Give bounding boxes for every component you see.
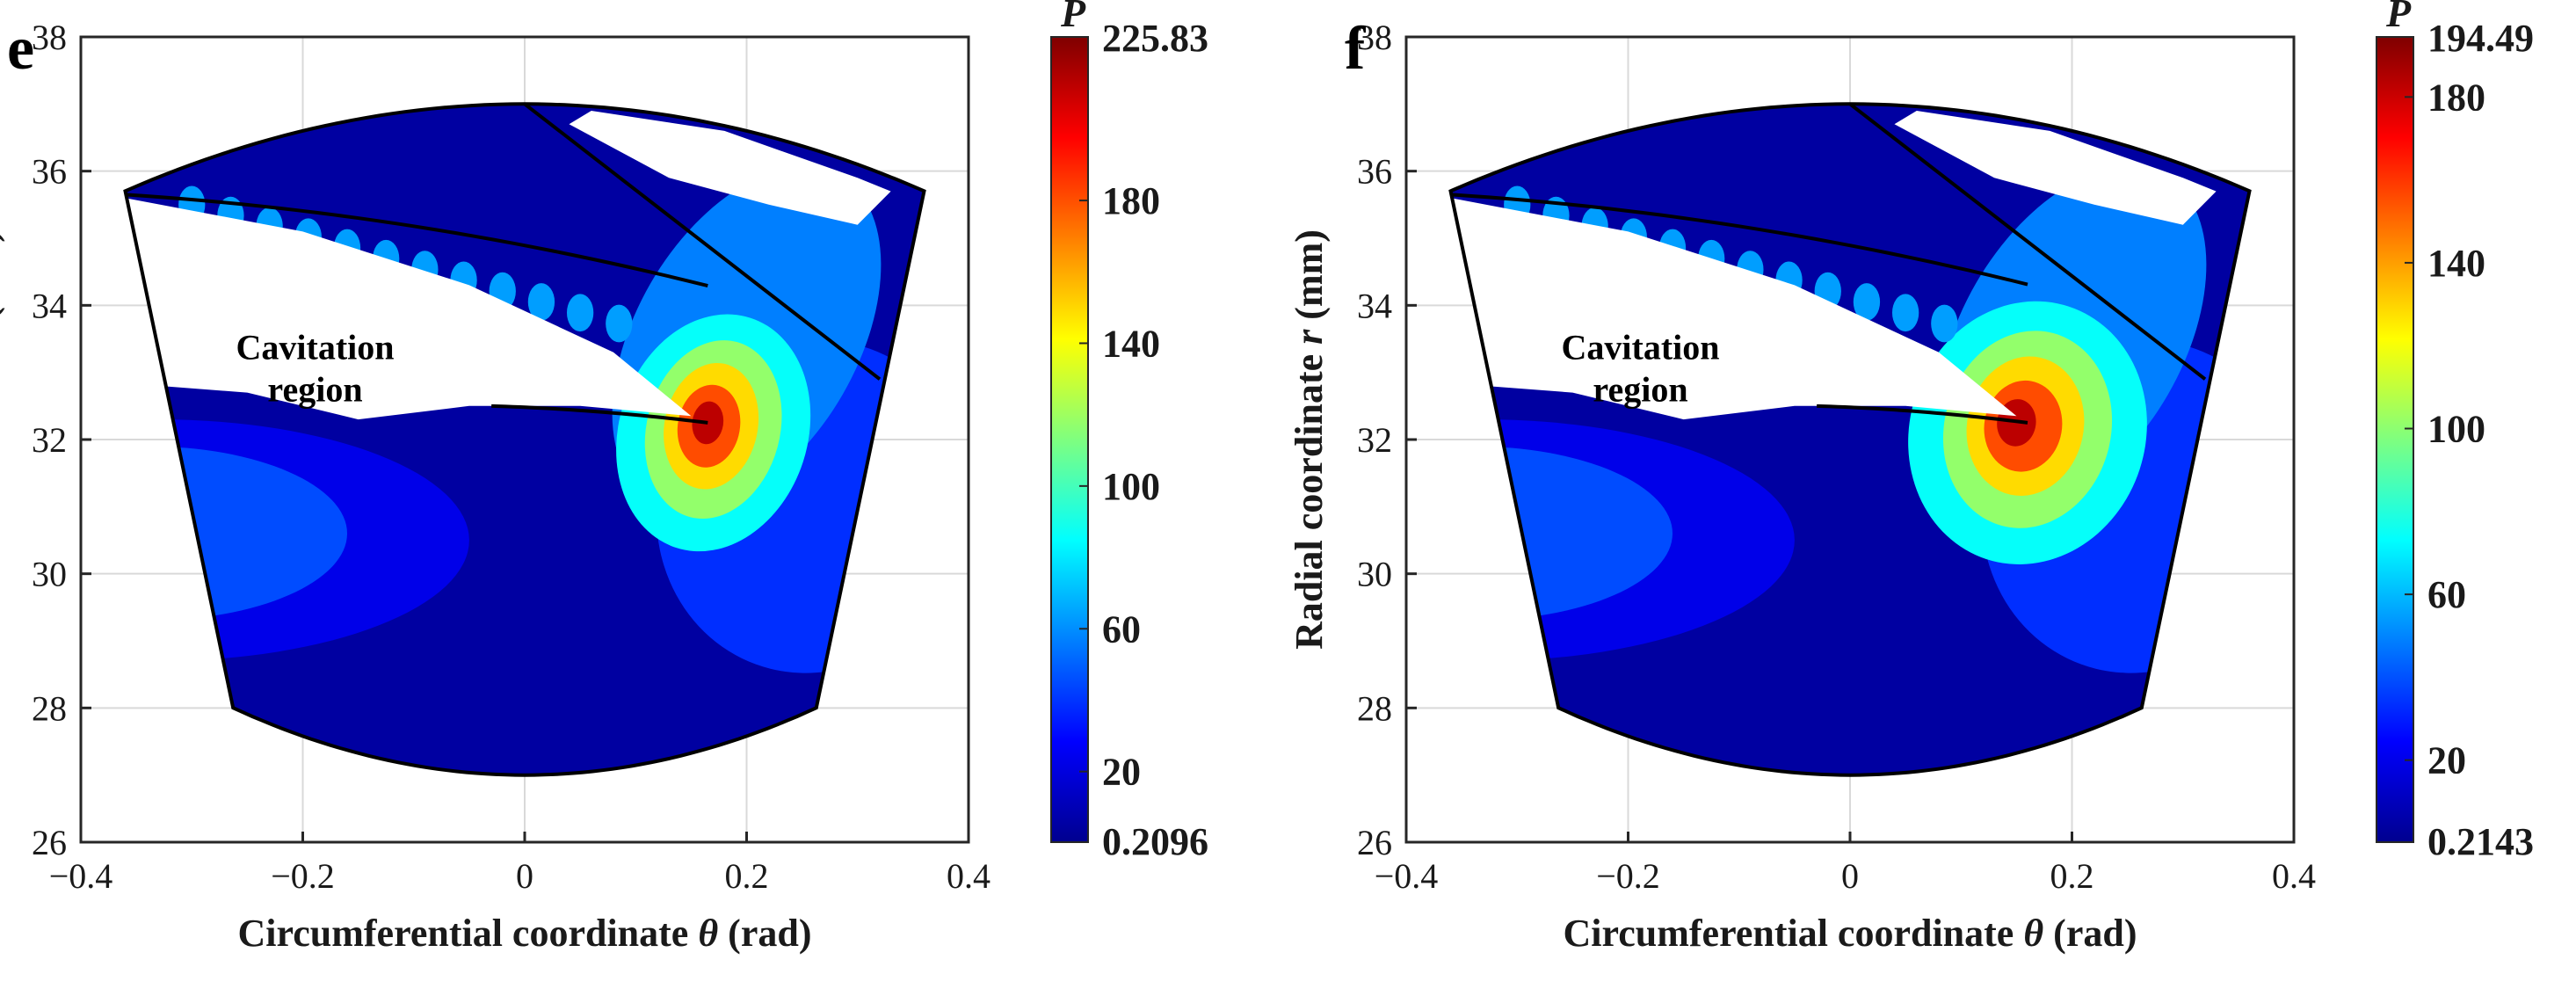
colorbar-tick-label: 60 bbox=[2427, 573, 2466, 616]
pressure-spot-9 bbox=[1853, 283, 1881, 321]
y-tick-label: 34 bbox=[32, 286, 67, 325]
panel-label: f bbox=[1345, 15, 1366, 83]
x-tick-label: −0.2 bbox=[1596, 856, 1660, 896]
y-axis-label-prefix: Radial coordinate bbox=[1288, 345, 1331, 650]
x-axis-label-suffix: (rad) bbox=[2043, 912, 2137, 955]
x-tick-label: 0.4 bbox=[2272, 856, 2316, 896]
x-axis-label-suffix: (rad) bbox=[718, 912, 811, 955]
x-tick-label: 0 bbox=[516, 856, 533, 896]
chart-panel-e: −0.4 −0.2 0 0.2 0.4 26 28 30 32 34 36 38 Circumferen… bbox=[0, 0, 1208, 955]
y-tick-label: 28 bbox=[32, 688, 67, 728]
pressure-band-1 bbox=[1450, 446, 1673, 622]
x-tick-label: 0.2 bbox=[725, 856, 769, 896]
y-axis-label-prefix: Radial coordinate bbox=[0, 345, 5, 650]
x-axis-label: Circumferential coordinate θ (rad) bbox=[238, 912, 812, 955]
y-axis-label: Radial coordinate r (mm) bbox=[0, 229, 5, 650]
annotation-line2: region bbox=[1593, 369, 1687, 409]
cavitation-region-upper bbox=[569, 111, 891, 225]
y-tick-label: 36 bbox=[1357, 152, 1392, 192]
colorbar-tick-label: 20 bbox=[1102, 751, 1141, 794]
x-axis-label-symbol: θ bbox=[2023, 912, 2043, 955]
y-tick-label: 26 bbox=[32, 823, 67, 862]
y-tick-label: 30 bbox=[32, 555, 67, 594]
chart-panel-f: −0.4 −0.2 0 0.2 0.4 26 28 30 32 34 36 38 Circumferen… bbox=[1288, 0, 2534, 955]
pressure-spot-11 bbox=[1931, 304, 1958, 343]
colorbar-tick-label: 20 bbox=[2427, 739, 2466, 782]
y-axis-label-symbol: r bbox=[1288, 329, 1331, 345]
y-tick-label: 32 bbox=[1357, 420, 1392, 460]
cavitation-region bbox=[1450, 198, 2017, 420]
blade-lower-curve bbox=[491, 403, 708, 425]
pressure-spot-9 bbox=[527, 283, 555, 321]
y-axis-label-suffix: (mm) bbox=[1288, 229, 1331, 330]
y-axis-label-symbol: r bbox=[0, 329, 5, 345]
y-tick-label: 38 bbox=[1357, 18, 1392, 57]
panel-label: e bbox=[7, 15, 34, 83]
x-tick-label: −0.2 bbox=[271, 856, 335, 896]
pressure-field bbox=[1450, 104, 2250, 775]
colorbar-title: P bbox=[1060, 0, 1086, 35]
blade-outer-edge bbox=[523, 102, 882, 381]
colorbar-min-label: 0.2096 bbox=[1102, 820, 1208, 863]
x-tick-label: −0.4 bbox=[1375, 856, 1439, 896]
y-tick-label: 34 bbox=[1357, 286, 1392, 325]
colorbar-tick-label: 140 bbox=[2427, 242, 2485, 285]
annotation-line1: Cavitation bbox=[236, 327, 395, 367]
x-tick-label: 0.4 bbox=[947, 856, 990, 896]
domain-outline bbox=[1448, 102, 2252, 777]
x-tick-label: −0.4 bbox=[49, 856, 113, 896]
colorbar-title: P bbox=[2385, 0, 2412, 35]
annotation-line2: region bbox=[267, 369, 362, 409]
cavitation-region-upper bbox=[1894, 111, 2217, 225]
x-tick-label: 0 bbox=[1841, 856, 1859, 896]
x-axis-label: Circumferential coordinate θ (rad) bbox=[1564, 912, 2137, 955]
colorbar-max-label: 194.49 bbox=[2427, 17, 2534, 60]
colorbar-max-label: 225.83 bbox=[1102, 17, 1208, 60]
colorbar-min-label: 0.2143 bbox=[2427, 820, 2534, 863]
domain-outline bbox=[123, 102, 926, 777]
colorbar bbox=[2376, 36, 2414, 843]
colorbar-tick-label: 100 bbox=[2427, 408, 2485, 451]
colorbar-tick-label: 100 bbox=[1102, 465, 1160, 508]
pressure-spot-11 bbox=[606, 304, 633, 343]
pressure-band-0 bbox=[1450, 419, 1795, 661]
y-axis-label: Radial coordinate r (mm) bbox=[1288, 229, 1331, 650]
colorbar-tick-label: 180 bbox=[2427, 76, 2485, 119]
colorbar-tick-label: 60 bbox=[1102, 607, 1141, 651]
colorbar bbox=[1050, 36, 1089, 843]
blade-outer-edge bbox=[1848, 102, 2207, 381]
colorbar-tick-label: 140 bbox=[1102, 322, 1160, 365]
annotation-line1: Cavitation bbox=[1562, 327, 1720, 367]
y-tick-label: 26 bbox=[1357, 823, 1392, 862]
y-tick-label: 38 bbox=[32, 18, 67, 57]
y-axis-label-suffix: (mm) bbox=[0, 229, 5, 330]
x-axis-label-symbol: θ bbox=[698, 912, 718, 955]
cavitation-region bbox=[125, 198, 692, 420]
pressure-spot-10 bbox=[566, 294, 594, 332]
y-tick-label: 30 bbox=[1357, 555, 1392, 594]
pressure-spot-10 bbox=[1891, 294, 1919, 332]
y-tick-label: 32 bbox=[32, 420, 67, 460]
x-axis-label-prefix: Circumferential coordinate bbox=[1564, 912, 2024, 955]
blade-upper-curve bbox=[125, 193, 708, 288]
colorbar-tick-label: 180 bbox=[1102, 179, 1160, 222]
y-tick-label: 36 bbox=[32, 152, 67, 192]
x-axis-label-prefix: Circumferential coordinate bbox=[238, 912, 699, 955]
blade-upper-curve bbox=[1450, 193, 2028, 287]
x-tick-label: 0.2 bbox=[2050, 856, 2094, 896]
blade-lower-curve bbox=[1817, 403, 2028, 425]
y-tick-label: 28 bbox=[1357, 688, 1392, 728]
